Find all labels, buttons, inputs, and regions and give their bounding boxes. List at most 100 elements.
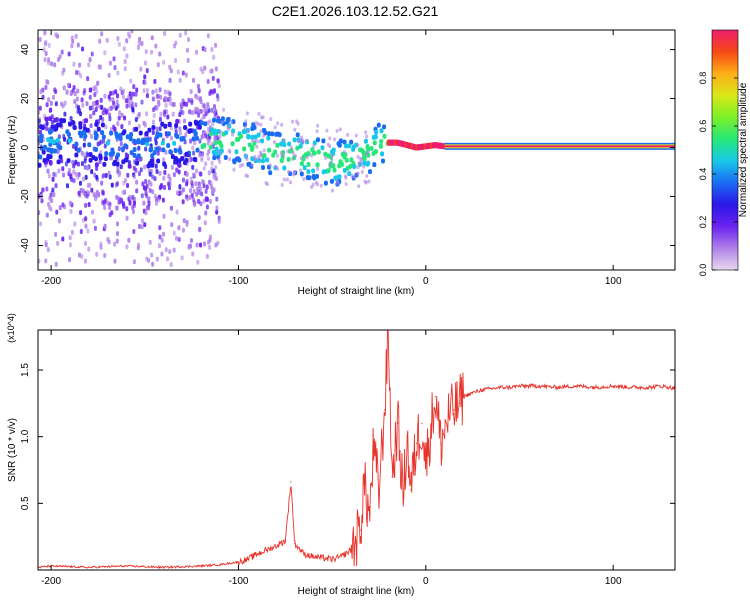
spectrogram-cell: [159, 182, 163, 188]
spectrogram-cell: [115, 238, 119, 244]
spectrogram-cell: [175, 118, 180, 124]
spectrogram-cell: [273, 140, 277, 145]
spectrogram-cell: [143, 164, 147, 170]
snr-point: [87, 566, 90, 568]
spectrogram-cell: [138, 223, 142, 229]
spectrogram-cell: [356, 165, 360, 170]
spectrogram-cell: [195, 49, 199, 55]
spectrogram-cell: [164, 247, 168, 253]
spectrogram-cell: [38, 37, 42, 43]
spectrogram-cell: [86, 165, 90, 171]
spectrogram-cell: [151, 189, 155, 195]
spectrogram-cell: [282, 177, 286, 182]
spectrogram-cell: [161, 231, 165, 237]
spectrogram-cell: [113, 126, 117, 132]
spectrogram-cell: [189, 89, 193, 95]
spectrogram-cell: [328, 136, 332, 141]
chart-title: C2E1.2026.103.12.52.G21: [272, 3, 439, 19]
spectrogram-cell: [245, 157, 249, 162]
spectrogram-cell: [92, 218, 96, 224]
spectrogram-cell: [183, 118, 187, 124]
spectrogram-cell: [70, 43, 74, 49]
spectrogram-cell: [138, 130, 143, 136]
spectrogram-cell: [151, 174, 155, 180]
snr-point: [440, 442, 442, 444]
snr-point: [312, 556, 315, 558]
spectrogram-cell: [219, 143, 224, 149]
spectrogram-cell: [80, 161, 84, 167]
spectrogram-cell: [132, 84, 136, 90]
spectrogram-cell: [103, 143, 107, 149]
spectrogram-cell: [181, 70, 185, 76]
spectrogram-cell: [87, 202, 91, 208]
snr-chart: -200 -100 0 100 0.5 1.0 1.5 (x10^4) Height of…: [6, 313, 676, 597]
spectrogram-cell: [71, 38, 75, 44]
spectrogram-cell: [210, 141, 214, 146]
spectrogram-cell: [177, 158, 182, 164]
spectrogram-cell: [61, 236, 65, 242]
spectrogram-cell: [91, 155, 96, 161]
spectrogram-cell: [87, 62, 91, 68]
spectrogram-cell: [354, 133, 358, 138]
spectrogram-cell: [210, 68, 214, 74]
spectrogram-cell: [188, 128, 193, 134]
spectrogram-cell: [68, 235, 72, 241]
spectrogram-cell: [270, 131, 275, 137]
spectrogram-cell: [167, 122, 172, 128]
snr-frame: [37, 329, 676, 571]
spectrogram-cell: [265, 157, 270, 163]
spectrogram-cell: [192, 188, 196, 194]
spectrogram-cell: [39, 145, 44, 151]
snr-point: [472, 392, 474, 394]
spectrogram-cell: [158, 225, 162, 231]
spectrogram-cell: [305, 155, 309, 160]
spectrogram-cell: [38, 110, 41, 116]
spectrogram-cell: [193, 119, 198, 125]
spectrogram-cell: [177, 236, 181, 242]
spectrogram-cell: [65, 129, 70, 135]
spectrogram-cell: [163, 95, 167, 101]
spectrogram-cell: [52, 192, 56, 198]
spectrogram-cell: [166, 256, 170, 262]
spectrogram-cell: [158, 126, 162, 132]
spectrogram-cell: [192, 156, 197, 162]
spectrogram-cell: [214, 242, 218, 248]
spectrogram-cell: [70, 176, 74, 182]
spectrogram-cell: [194, 168, 198, 174]
spectrogram-cell: [228, 157, 232, 162]
spectrogram-cell: [110, 151, 115, 157]
spectrogram-cell: [191, 164, 195, 170]
spectrogram-cell: [123, 115, 127, 121]
spectrogram-cell: [38, 210, 41, 216]
spectrogram-ytick-label: -40: [20, 238, 31, 253]
snr-point: [402, 496, 404, 498]
spectrogram-cell: [236, 136, 241, 142]
spectrogram-cell: [131, 204, 135, 210]
spectrogram-cell: [91, 209, 95, 215]
spectrogram-cell: [77, 190, 81, 196]
spectrogram-cell: [88, 57, 92, 63]
spectrogram-cell: [378, 143, 383, 149]
spectrogram-cell: [105, 37, 109, 43]
snr-point: [458, 402, 461, 404]
spectrogram-cell: [332, 167, 337, 173]
spectrogram-cell: [104, 151, 109, 157]
spectrogram-cell: [155, 168, 159, 174]
spectrogram-cell: [188, 109, 192, 115]
snr-point: [303, 553, 305, 555]
spectrogram-cell: [368, 169, 373, 175]
spectrogram-cell: [324, 156, 328, 161]
spectrogram-cell: [206, 79, 210, 85]
spectrogram-cell: [123, 143, 128, 149]
spectrogram-cell: [186, 57, 190, 63]
spectrogram-cell: [213, 128, 218, 134]
spectrogram-cell: [96, 126, 101, 132]
spectrogram-cell: [144, 131, 149, 137]
spectrogram-cell: [144, 146, 148, 152]
snr-point: [650, 386, 652, 388]
spectrogram-cell: [96, 141, 100, 147]
spectrogram-cell: [84, 216, 88, 222]
spectrogram-cell: [214, 151, 219, 157]
spectrogram-cell: [143, 222, 147, 228]
snr-point: [443, 429, 446, 431]
